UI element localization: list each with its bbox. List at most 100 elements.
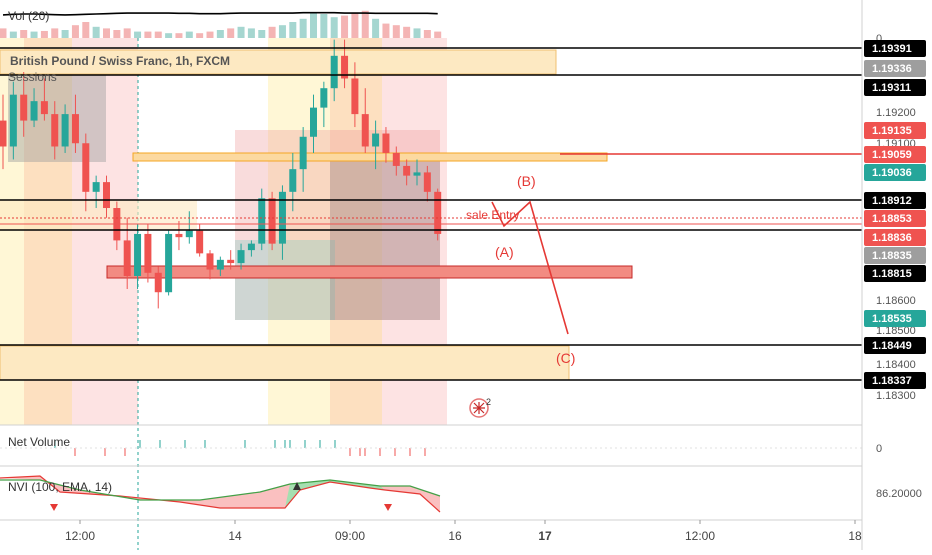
volume-bar	[310, 12, 317, 38]
volume-bar	[30, 31, 38, 38]
volume-bar	[103, 28, 110, 38]
target-zone	[0, 345, 570, 381]
nvi-title: NVI (100, EMA, 14)	[8, 480, 113, 494]
candle-body	[289, 169, 297, 192]
volume-bar	[372, 18, 380, 38]
price-label-tag	[864, 146, 926, 163]
volume-bar	[196, 33, 204, 38]
nvi-value-tick: 86.20000	[876, 488, 922, 500]
price-label-value: 1.18449	[872, 340, 912, 352]
price-label-value: 1.19135	[872, 125, 912, 137]
volume-bar	[278, 25, 286, 38]
volume-bar	[268, 26, 276, 38]
candle-body	[20, 94, 28, 121]
volume-bars	[0, 10, 442, 39]
candle-body	[320, 88, 328, 108]
candle-body	[51, 114, 59, 147]
volume-bar	[330, 17, 338, 38]
time-tick: 16	[448, 529, 462, 543]
price-label-value: 1.18835	[872, 250, 912, 262]
candle-body	[351, 78, 359, 115]
horizontal-levels[interactable]	[0, 47, 862, 381]
candle-body	[165, 233, 173, 293]
price-label-value: 1.19311	[872, 82, 911, 94]
volume-bar	[144, 31, 152, 38]
candle-body	[237, 250, 245, 264]
time-tick: 18	[848, 529, 862, 543]
symbol-title: British Pound / Swiss Franc, 1h, FXCM	[10, 54, 231, 68]
candle-body	[403, 165, 411, 176]
volume-bar	[423, 30, 431, 38]
candle-body	[196, 230, 204, 254]
price-label-tag	[864, 40, 926, 57]
volume-bar	[413, 28, 421, 38]
supply-zone	[0, 49, 557, 75]
price-label-tag	[864, 79, 926, 96]
volume-bar	[154, 31, 162, 38]
price-label-tag	[864, 164, 926, 181]
candle-body	[144, 233, 152, 273]
candle-body	[247, 243, 255, 251]
price-label-tag	[864, 372, 926, 389]
volume-bar	[20, 30, 28, 38]
price-label-value: 1.18912	[872, 195, 912, 207]
price-label-tag	[864, 229, 926, 246]
time-tick: 12:00	[685, 529, 715, 543]
price-label-value: 1.18535	[872, 313, 912, 325]
demand-zone	[106, 265, 633, 279]
label-b: (B)	[517, 173, 536, 189]
volume-ma-line	[2, 11, 438, 16]
flag-icon	[473, 402, 485, 414]
time-tick: 12:00	[65, 529, 95, 543]
price-label-value: 1.18337	[872, 375, 912, 387]
candle-body	[372, 133, 380, 147]
volume-bar	[351, 12, 359, 38]
entry-zone	[132, 152, 608, 162]
volume-bar	[113, 30, 121, 38]
price-tick: 1.18600	[876, 295, 916, 307]
volume-bar	[341, 15, 349, 38]
indicator-panes	[0, 424, 932, 521]
volume-title: Vol (20)	[8, 9, 50, 23]
abc-projection[interactable]: (A) (B) (C) sale Entry 2	[466, 173, 575, 418]
nvi-ema-line	[0, 479, 441, 501]
zones	[0, 49, 633, 381]
candle-body	[175, 233, 183, 238]
abc-projection-path	[491, 200, 569, 335]
volume-bar	[237, 26, 245, 38]
volume-bar	[247, 28, 255, 38]
price-label-value: 1.18815	[872, 268, 912, 280]
sale-entry-label: sale Entry	[466, 208, 519, 222]
price-label-tag	[864, 192, 926, 209]
candle-body	[227, 259, 235, 264]
candle-body	[258, 198, 266, 244]
time-tick: 14	[228, 529, 242, 543]
sell-signal-icon	[384, 504, 392, 511]
candle-body	[392, 152, 400, 166]
volume-bar	[165, 33, 173, 38]
candle-body	[9, 94, 17, 147]
candle-body	[123, 240, 131, 277]
candle-body	[341, 55, 349, 79]
nvi-line	[0, 475, 441, 513]
volume-bar	[51, 28, 59, 38]
volume-bar	[40, 30, 48, 38]
price-tick: 1.18500	[876, 325, 916, 337]
volume-bar	[134, 31, 142, 38]
candle-body	[103, 182, 110, 209]
price-label-tag	[864, 247, 926, 264]
volume-bar	[392, 25, 400, 38]
candle-body	[434, 191, 442, 234]
volume-bar	[0, 28, 7, 38]
sessions-title: Sessions	[8, 70, 57, 84]
price-label-tag	[864, 122, 926, 139]
price-tick: 1.18400	[876, 359, 916, 371]
price-label-tag	[864, 265, 926, 282]
candle-body	[382, 133, 390, 153]
candle-body	[92, 182, 100, 192]
volume-bar	[258, 30, 266, 38]
buy-signal-icon	[293, 482, 301, 490]
volume-bar	[71, 25, 79, 38]
